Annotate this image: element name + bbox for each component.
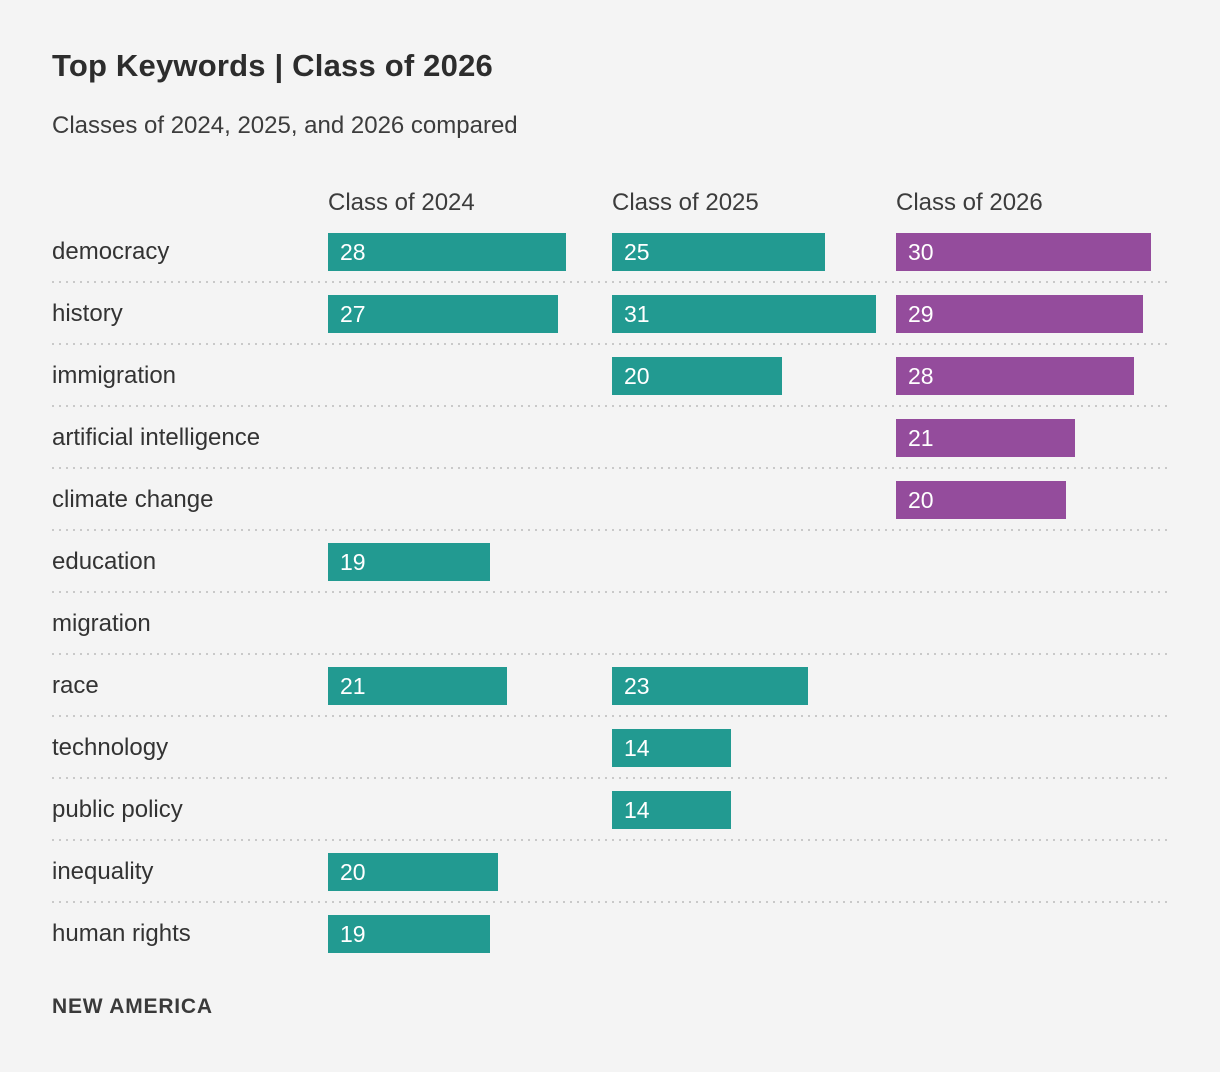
chart-rows: democracy 28 25 30 history 27 31 29 immigration 2…	[52, 221, 1168, 965]
bar-class-of-2026: 21	[896, 419, 1075, 457]
chart-subtitle: Classes of 2024, 2025, and 2026 compared	[52, 112, 518, 139]
bar-value-label: 14	[624, 797, 650, 823]
bar-value-label: 19	[340, 549, 366, 575]
bar-class-of-2025: 25	[612, 233, 825, 271]
bar-value-label: 19	[340, 921, 366, 947]
keyword-row: migration	[52, 593, 1168, 655]
column-header-class-of-2025: Class of 2025	[612, 189, 759, 216]
chart-title: Top Keywords | Class of 2026	[52, 48, 493, 83]
bar-class-of-2025: 20	[612, 357, 782, 395]
keyword-label: immigration	[52, 362, 177, 389]
bar-value-label: 30	[908, 239, 934, 265]
bar-class-of-2024: 27	[328, 295, 558, 333]
bar-value-label: 23	[624, 673, 650, 699]
bar-class-of-2025: 23	[612, 667, 808, 705]
bar-value-label: 27	[340, 301, 366, 327]
keyword-label: inequality	[52, 858, 154, 885]
bar-class-of-2026: 28	[896, 357, 1134, 395]
bar-value-label: 14	[624, 735, 650, 761]
keyword-row: history 27 31 29	[52, 283, 1168, 345]
bar-value-label: 25	[624, 239, 650, 265]
keyword-row: artificial intelligence 21	[52, 407, 1168, 469]
keyword-label: technology	[52, 734, 169, 761]
bar-value-label: 21	[340, 673, 366, 699]
keyword-row: public policy 14	[52, 779, 1168, 841]
bar-value-label: 28	[908, 363, 934, 389]
keyword-row: education 19	[52, 531, 1168, 593]
keyword-row: immigration 20 28	[52, 345, 1168, 407]
bar-value-label: 31	[624, 301, 650, 327]
keyword-label: democracy	[52, 238, 170, 265]
column-header-class-of-2024: Class of 2024	[328, 189, 475, 216]
keyword-row: technology 14	[52, 717, 1168, 779]
bar-value-label: 20	[624, 363, 650, 389]
keyword-label: migration	[52, 610, 151, 637]
bar-class-of-2026: 29	[896, 295, 1143, 333]
bar-class-of-2024: 19	[328, 915, 490, 953]
bar-value-label: 20	[340, 859, 366, 885]
keyword-label: artificial intelligence	[52, 424, 261, 451]
bar-class-of-2024: 19	[328, 543, 490, 581]
column-header-class-of-2026: Class of 2026	[896, 189, 1043, 216]
bar-value-label: 20	[908, 487, 934, 513]
bar-class-of-2024: 20	[328, 853, 498, 891]
keyword-label: history	[52, 300, 123, 327]
bar-class-of-2026: 20	[896, 481, 1066, 519]
brand-footer: NEW AMERICA	[52, 995, 213, 1018]
bar-class-of-2025: 14	[612, 791, 731, 829]
bar-class-of-2024: 28	[328, 233, 566, 271]
keyword-row: inequality 20	[52, 841, 1168, 903]
bar-class-of-2025: 14	[612, 729, 731, 767]
keyword-label: public policy	[52, 796, 183, 823]
bar-value-label: 28	[340, 239, 366, 265]
keyword-row: race 21 23	[52, 655, 1168, 717]
bar-class-of-2025: 31	[612, 295, 876, 333]
keyword-row: climate change 20	[52, 469, 1168, 531]
bar-value-label: 21	[908, 425, 934, 451]
keyword-row: democracy 28 25 30	[52, 221, 1168, 283]
keyword-label: race	[52, 672, 99, 699]
bar-class-of-2026: 30	[896, 233, 1151, 271]
keyword-label: education	[52, 548, 157, 575]
keyword-label: human rights	[52, 920, 191, 947]
keyword-row: human rights 19	[52, 903, 1168, 965]
bar-class-of-2024: 21	[328, 667, 507, 705]
bar-value-label: 29	[908, 301, 934, 327]
keyword-label: climate change	[52, 486, 214, 513]
